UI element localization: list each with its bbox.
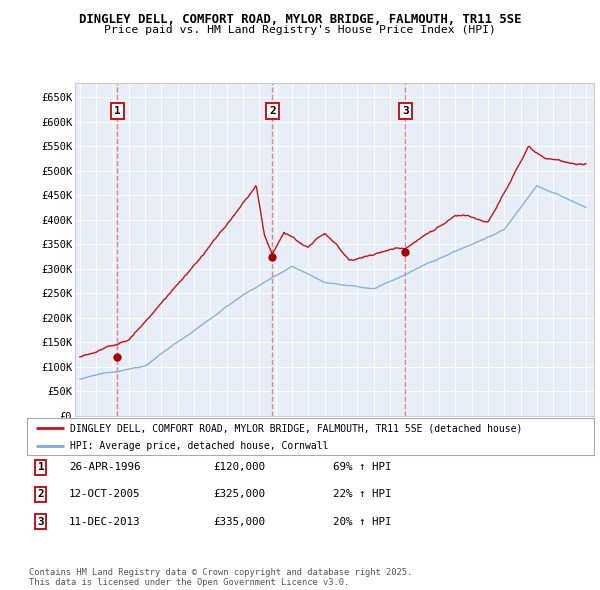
Text: Price paid vs. HM Land Registry's House Price Index (HPI): Price paid vs. HM Land Registry's House …	[104, 25, 496, 35]
Text: 22% ↑ HPI: 22% ↑ HPI	[333, 490, 392, 499]
Text: 3: 3	[38, 517, 44, 526]
Text: 3: 3	[402, 106, 409, 116]
Text: HPI: Average price, detached house, Cornwall: HPI: Average price, detached house, Corn…	[70, 441, 328, 451]
Text: 20% ↑ HPI: 20% ↑ HPI	[333, 517, 392, 526]
Text: 12-OCT-2005: 12-OCT-2005	[69, 490, 140, 499]
Text: £335,000: £335,000	[213, 517, 265, 526]
Text: Contains HM Land Registry data © Crown copyright and database right 2025.
This d: Contains HM Land Registry data © Crown c…	[29, 568, 412, 587]
Text: 2: 2	[269, 106, 275, 116]
Text: DINGLEY DELL, COMFORT ROAD, MYLOR BRIDGE, FALMOUTH, TR11 5SE: DINGLEY DELL, COMFORT ROAD, MYLOR BRIDGE…	[79, 13, 521, 26]
Text: DINGLEY DELL, COMFORT ROAD, MYLOR BRIDGE, FALMOUTH, TR11 5SE (detached house): DINGLEY DELL, COMFORT ROAD, MYLOR BRIDGE…	[70, 424, 522, 433]
Text: 2: 2	[38, 490, 44, 499]
Text: 1: 1	[38, 463, 44, 472]
Text: 26-APR-1996: 26-APR-1996	[69, 463, 140, 472]
Text: £120,000: £120,000	[213, 463, 265, 472]
Text: 11-DEC-2013: 11-DEC-2013	[69, 517, 140, 526]
Text: 69% ↑ HPI: 69% ↑ HPI	[333, 463, 392, 472]
Text: 1: 1	[114, 106, 121, 116]
Text: £325,000: £325,000	[213, 490, 265, 499]
